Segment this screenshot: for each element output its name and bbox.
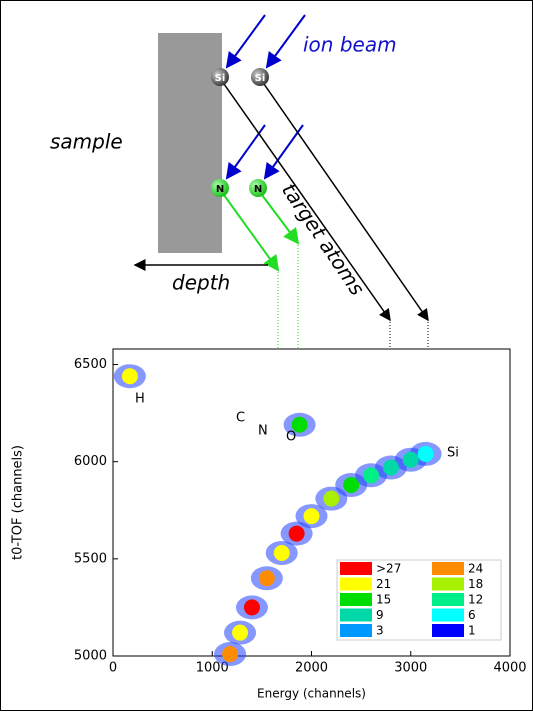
data-point (258, 570, 275, 587)
legend-swatch (340, 624, 372, 637)
legend-swatch (340, 593, 372, 606)
legend-swatch (432, 608, 464, 622)
x-tick-label: 1000 (196, 661, 229, 676)
legend-swatch (340, 608, 372, 622)
arrows (133, 14, 429, 322)
depth-label: depth (172, 271, 230, 295)
data-point (303, 508, 320, 525)
y-tick-label: 5500 (74, 551, 107, 566)
data-point (402, 451, 419, 468)
legend-label: 9 (376, 608, 384, 622)
legend-swatch (340, 562, 372, 575)
atom (251, 68, 269, 86)
peak-label: H (135, 392, 145, 407)
atom (249, 179, 267, 197)
data-point (243, 599, 260, 616)
chart: 0 1000 2000 3000 4000 5000 5500 6000 6500 Energy … (11, 348, 527, 701)
legend-label: 1 (468, 624, 476, 638)
legend-swatch (432, 577, 464, 591)
y-tick-label: 5000 (74, 649, 107, 664)
legend-label: 3 (376, 624, 384, 638)
legend-swatch (432, 562, 464, 575)
data-point (222, 646, 239, 663)
legend-label: 18 (468, 577, 483, 591)
legend-label: 21 (376, 577, 391, 591)
data-point (288, 525, 305, 542)
data-point (417, 445, 434, 462)
target-atoms-label: target atoms (277, 179, 369, 300)
x-tick-label: 4000 (493, 661, 526, 676)
data-point (121, 368, 138, 385)
atom (211, 68, 229, 86)
sample-label: sample (50, 130, 123, 154)
peak-label: C (236, 411, 245, 426)
peak-label: O (286, 430, 296, 445)
data-point (323, 490, 340, 507)
atom-label: Si (215, 73, 226, 84)
y-tick-label: 6500 (74, 357, 107, 372)
legend-swatch (432, 593, 464, 606)
ion-beam-label: ion beam (303, 33, 397, 57)
y-axis-label: t0-TOF (channels) (11, 445, 26, 560)
x-tick-label: 0 (109, 661, 117, 676)
peak-label: N (258, 424, 268, 439)
x-tick-label: 3000 (394, 661, 427, 676)
atom-label: N (216, 184, 224, 195)
x-axis-label: Energy (channels) (257, 687, 366, 701)
data-point (273, 545, 290, 562)
atom-label: Si (255, 73, 266, 84)
legend-swatch (340, 577, 372, 591)
data-point (232, 624, 249, 641)
x-tick-label: 2000 (295, 661, 328, 676)
legend-swatch (432, 624, 464, 637)
legend-label: 15 (376, 593, 391, 607)
data-point (291, 416, 308, 433)
atom-label: N (254, 184, 262, 195)
y-tick-label: 6000 (74, 454, 107, 469)
legend-label: 24 (468, 562, 483, 576)
legend-label: 6 (468, 608, 476, 622)
data-point (363, 467, 380, 484)
data-point (382, 459, 399, 476)
peak-label: Si (447, 446, 459, 461)
data-point (343, 477, 360, 494)
sample-slab (158, 33, 222, 253)
legend-label: >27 (376, 562, 401, 576)
legend-label: 12 (468, 593, 483, 607)
atom (211, 179, 229, 197)
